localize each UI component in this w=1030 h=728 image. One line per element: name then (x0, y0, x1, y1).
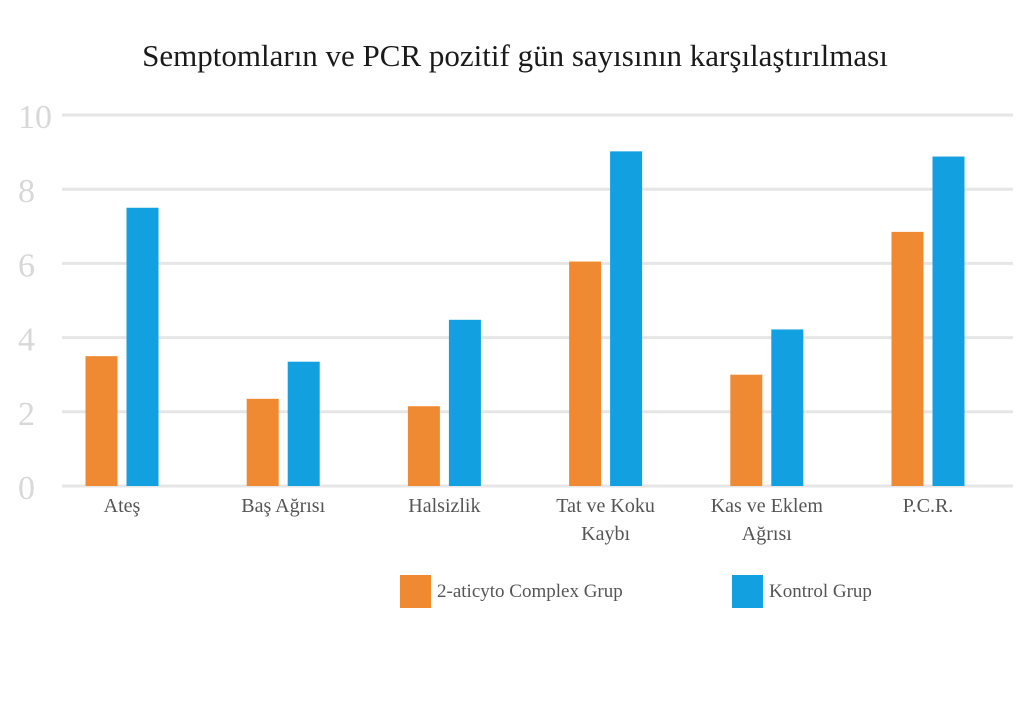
grid-lines (62, 113, 1013, 488)
bar-complex (569, 261, 602, 486)
bar-complex (246, 398, 279, 486)
bar-kontrol (610, 151, 643, 486)
x-tick-label: Ateş (104, 495, 141, 517)
bars (85, 151, 965, 486)
bar-kontrol (932, 156, 965, 486)
x-tick-label: Kas ve Eklem Ağrısı (711, 495, 824, 545)
x-axis-ticks: Ateş Baş Ağrısı Halsizlik Tat ve Koku Kaybı K… (104, 495, 954, 545)
y-tick-label: 2 (18, 396, 35, 433)
bar-kontrol (448, 319, 481, 486)
legend-label: Kontrol Grup (769, 580, 872, 602)
bar-kontrol (771, 329, 804, 486)
bar-complex (730, 374, 763, 486)
x-tick-label: Tat ve Koku Kaybı (556, 495, 655, 545)
x-tick-label: P.C.R. (903, 495, 954, 517)
y-tick-label: 4 (18, 322, 35, 359)
bar-kontrol (126, 207, 159, 486)
y-tick-label: 8 (18, 173, 35, 210)
legend-item-series-b: Kontrol Grup (732, 575, 872, 608)
bar-complex (407, 406, 440, 486)
legend-swatch-orange (400, 575, 431, 608)
bar-complex (85, 356, 118, 486)
legend-label: 2-aticyto Complex Grup (437, 580, 623, 602)
y-tick-label: 0 (18, 470, 35, 507)
y-tick-label: 10 (18, 99, 52, 136)
x-tick-label: Halsizlik (408, 495, 480, 517)
legend-swatch-blue (732, 575, 763, 608)
y-axis-ticks: 0 2 4 6 8 10 (18, 99, 52, 507)
x-tick-label: Baş Ağrısı (241, 495, 325, 517)
legend-item-series-a: 2-aticyto Complex Grup (400, 575, 623, 608)
chart-title: Semptomların ve PCR pozitif gün sayısını… (142, 38, 888, 73)
bar-kontrol (287, 361, 320, 486)
bar-complex (891, 231, 924, 486)
y-tick-label: 6 (18, 247, 35, 284)
